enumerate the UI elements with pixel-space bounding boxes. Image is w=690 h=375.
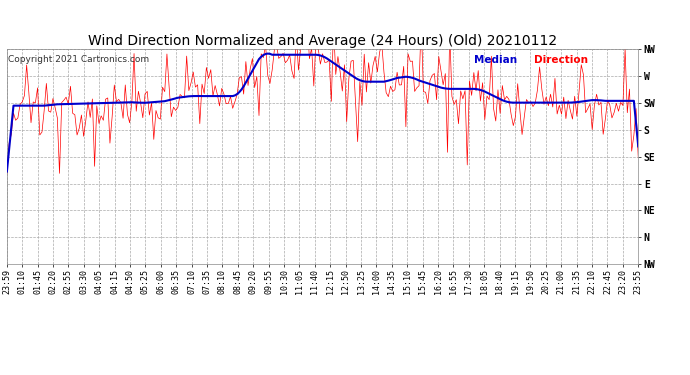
Text: Copyright 2021 Cartronics.com: Copyright 2021 Cartronics.com [8, 55, 148, 64]
Title: Wind Direction Normalized and Average (24 Hours) (Old) 20210112: Wind Direction Normalized and Average (2… [88, 34, 557, 48]
Text: Direction: Direction [534, 55, 588, 65]
Text: Median: Median [474, 55, 518, 65]
